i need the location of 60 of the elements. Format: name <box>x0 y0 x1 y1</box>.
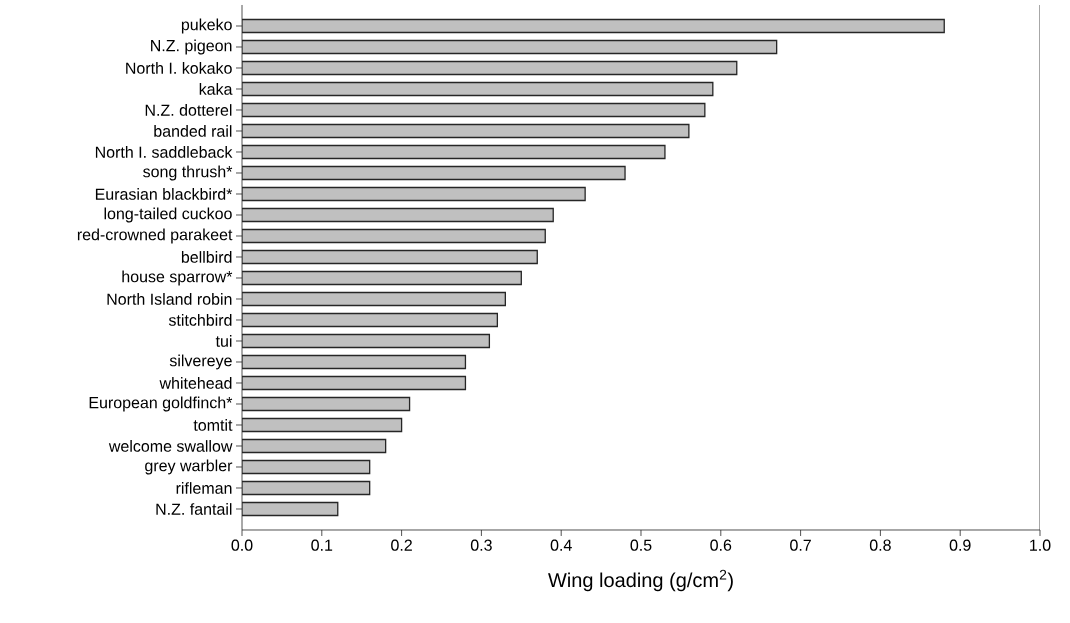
bar <box>242 60 738 76</box>
y-tick-label: silvereye <box>169 354 232 370</box>
bar <box>242 270 522 286</box>
bar <box>242 501 339 517</box>
y-tick-label: rifleman <box>176 482 232 494</box>
x-tick-label: 0.9 <box>949 539 971 551</box>
y-tick-label: house sparrow* <box>122 270 233 286</box>
y-tick-label: tui <box>215 335 232 347</box>
x-tick-label: 0.6 <box>710 539 732 551</box>
bar <box>242 18 945 34</box>
bar <box>242 291 506 307</box>
y-tick-label: tomtit <box>193 419 233 431</box>
x-tick-label: 0.7 <box>790 539 811 551</box>
y-tick-label: N.Z. dotterel <box>145 104 232 116</box>
y-tick-label: N.Z. fantail <box>156 503 232 515</box>
bar <box>242 123 690 139</box>
x-tick-label: 0.5 <box>630 539 652 551</box>
x-axis-title: Wing loading (g/cm$^{2}$) <box>548 569 733 592</box>
y-tick-label: North Island robin <box>107 293 232 305</box>
x-tick-label: 0.1 <box>311 539 333 551</box>
y-tick-label: European goldfinch* <box>89 396 233 412</box>
y-tick-label: song thrush* <box>143 165 233 181</box>
bar <box>242 102 706 118</box>
bar <box>242 228 546 244</box>
bar <box>242 438 387 454</box>
bar <box>242 312 499 328</box>
y-tick-label: grey warbler <box>145 459 233 475</box>
bar <box>242 81 714 97</box>
y-tick-label: welcome swallow <box>108 440 233 452</box>
bar <box>242 480 371 496</box>
y-tick-label: stitchbird <box>168 314 232 326</box>
y-tick-label: banded rail <box>154 125 232 137</box>
bar <box>242 333 491 349</box>
y-tick-label: long-tailed cuckoo <box>104 207 232 223</box>
y-tick-label: N.Z. pigeon <box>151 39 232 55</box>
y-tick-label: red-crowned parakeet <box>77 228 233 244</box>
bar <box>242 249 538 265</box>
x-tick-label: 1.0 <box>1030 539 1051 551</box>
bar <box>242 144 666 160</box>
x-tick-label: 0.4 <box>550 539 572 551</box>
y-tick-label: pukeko <box>181 18 232 34</box>
bar <box>242 39 778 55</box>
y-tick-label: whitehead <box>159 377 232 389</box>
x-tick-label: 0.3 <box>470 539 492 551</box>
bar <box>242 354 467 370</box>
bar <box>242 459 371 475</box>
y-tick-label: kaka <box>199 83 233 95</box>
y-tick-label: North I. saddleback <box>95 146 233 158</box>
bar <box>242 186 586 202</box>
y-tick-label: North I. kokako <box>126 62 232 74</box>
bar <box>242 207 554 223</box>
x-tick-label: 0.8 <box>869 539 891 551</box>
x-tick-label: 0.0 <box>231 539 253 551</box>
bar <box>242 396 411 412</box>
bar <box>242 417 403 433</box>
bar <box>242 375 467 391</box>
y-tick-label: bellbird <box>181 251 232 263</box>
bar <box>242 165 626 181</box>
x-tick-label: 0.2 <box>391 539 412 551</box>
y-tick-label: Eurasian blackbird* <box>95 188 233 200</box>
